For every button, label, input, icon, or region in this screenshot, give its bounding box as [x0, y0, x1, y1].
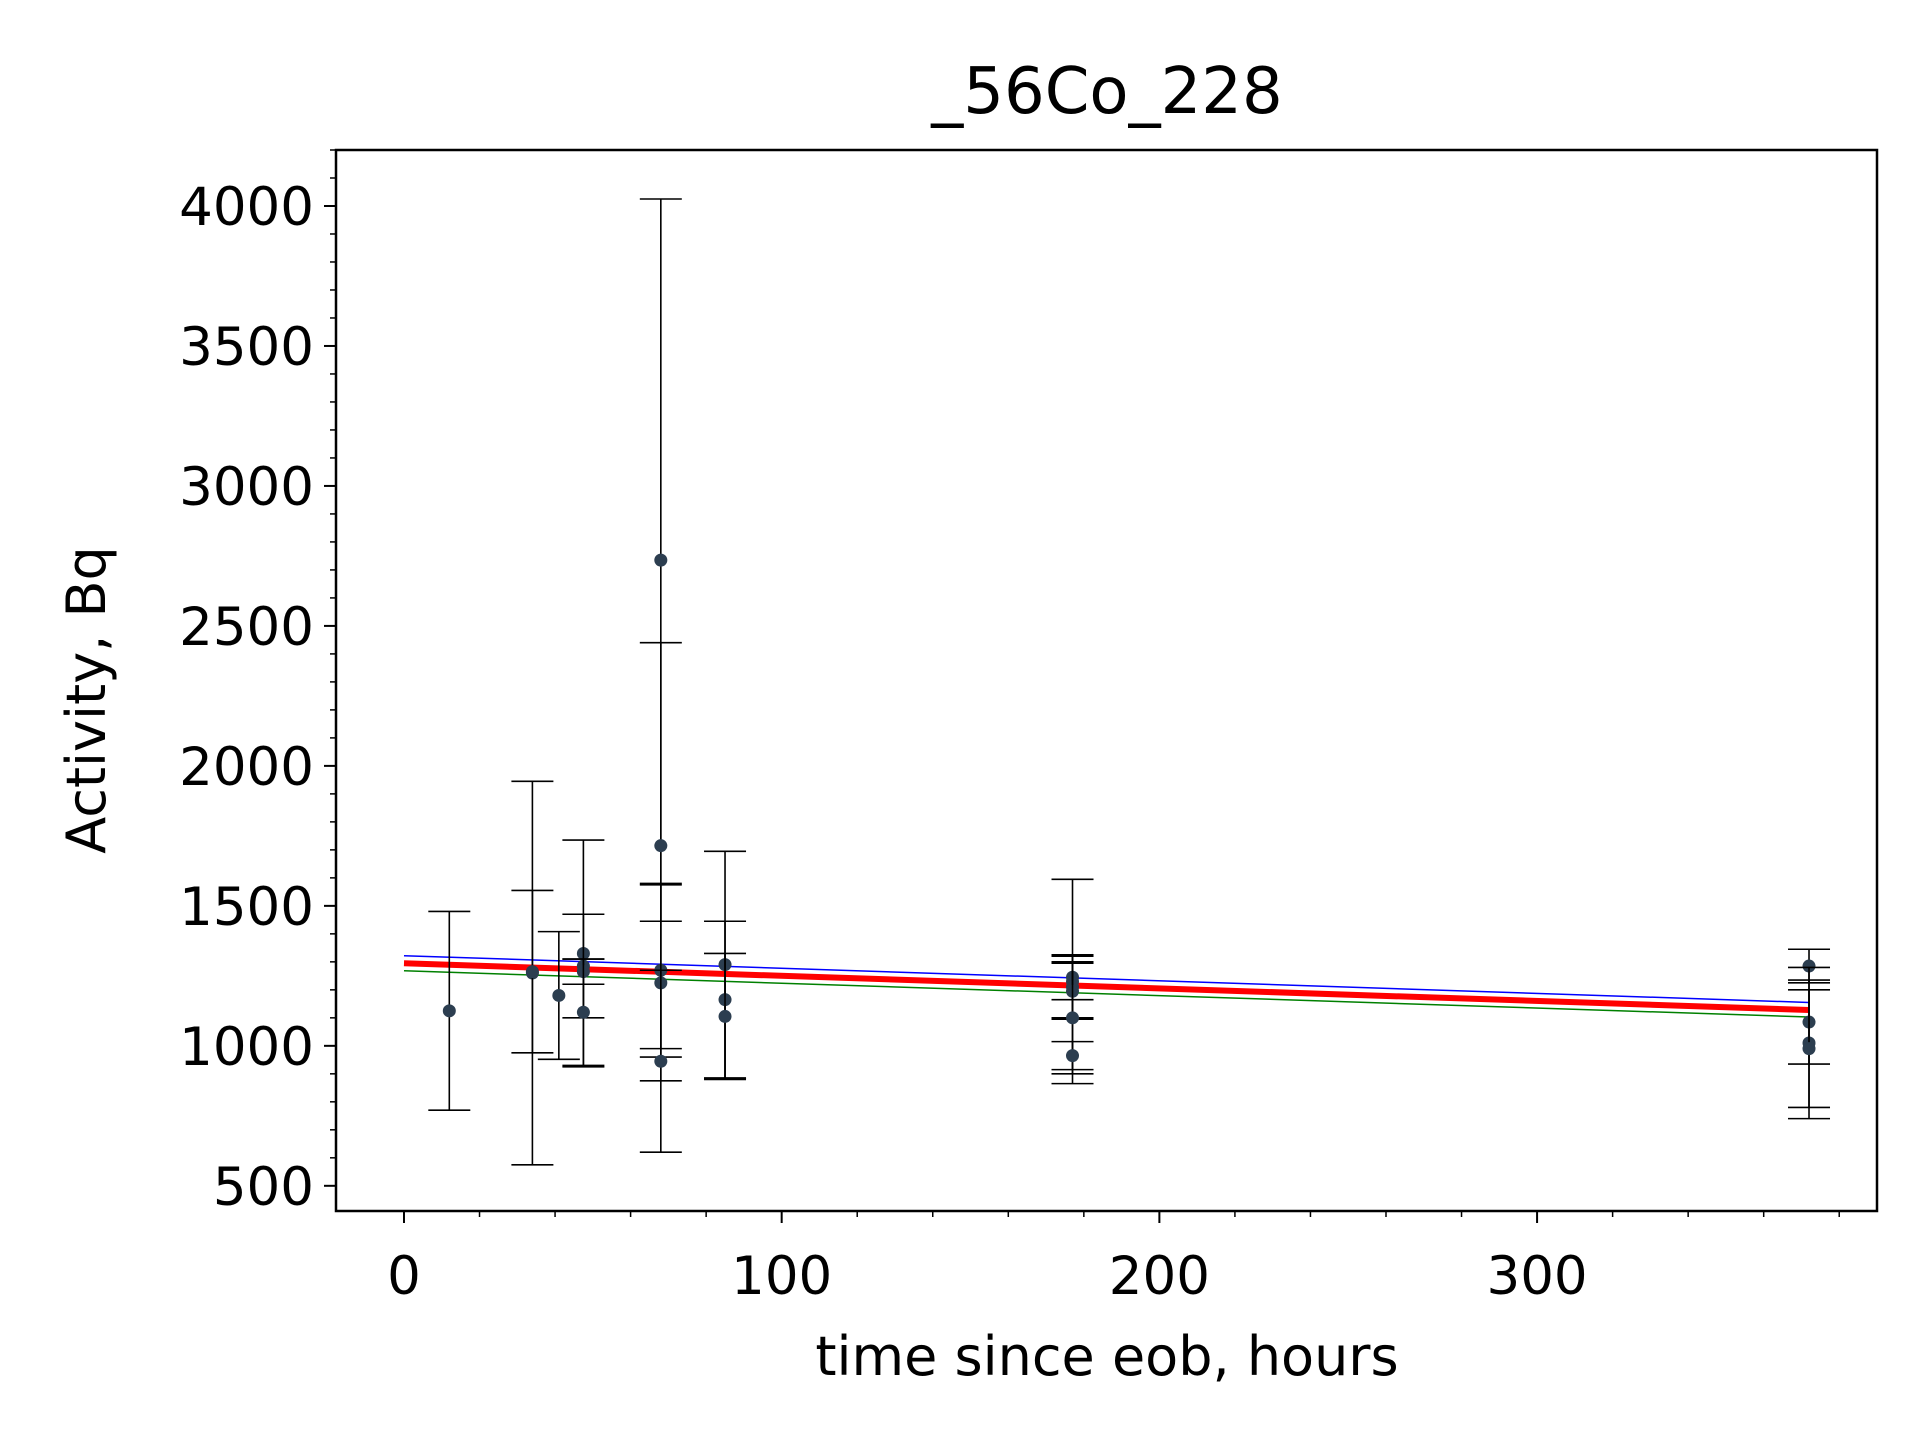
- y-tick-label: 1500: [179, 877, 314, 938]
- data-point-8: [562, 958, 605, 1067]
- x-tick-label: 300: [1486, 1246, 1587, 1307]
- data-marker: [1802, 959, 1816, 973]
- axes: 500 1000 1500 2000 2500 3000 3500 4000 0 100 200 30…: [179, 148, 1879, 1307]
- y-tick-label: 500: [213, 1157, 314, 1218]
- x-axis-label: time since eob, hours: [815, 1325, 1398, 1388]
- data-marker: [718, 1009, 732, 1023]
- data-point-1: [428, 910, 471, 1112]
- data-marker: [525, 965, 539, 979]
- y-tick-label: 2500: [179, 597, 314, 658]
- y-tick-label: 4000: [179, 177, 314, 238]
- y-tick-label: 3000: [179, 457, 314, 518]
- data-marker: [1802, 1042, 1816, 1056]
- data-marker: [654, 1054, 668, 1068]
- data-marker: [654, 553, 668, 567]
- data-point-16: [704, 952, 747, 1081]
- plot-frame: [334, 148, 1879, 1213]
- data-marker: [442, 1004, 456, 1018]
- lower-line: [403, 970, 1810, 1018]
- y-axis-label: Activity, Bq: [55, 546, 118, 854]
- data-marker: [654, 839, 668, 853]
- y-tick-label: 3500: [179, 317, 314, 378]
- y-tick-label: 2000: [179, 737, 314, 798]
- upper-line: [403, 954, 1810, 1004]
- data-marker: [552, 988, 566, 1002]
- data-marker: [1066, 1011, 1080, 1025]
- x-tick-label: 0: [387, 1246, 421, 1307]
- chart-title: _56Co_228: [930, 55, 1282, 129]
- x-tick-label: 100: [731, 1246, 832, 1307]
- data-marker: [1066, 1049, 1080, 1063]
- data-point-13: [639, 969, 682, 1154]
- fit-line: [403, 960, 1810, 1013]
- y-tick-label: 1000: [179, 1017, 314, 1078]
- x-tick-label: 200: [1109, 1246, 1210, 1307]
- plot-area: [403, 198, 1831, 1166]
- data-point-26: [1788, 989, 1831, 1109]
- data-point-3: [511, 889, 554, 1054]
- data-point-4: [537, 930, 580, 1061]
- data-marker: [576, 1005, 590, 1019]
- data-point-22: [1051, 1040, 1094, 1071]
